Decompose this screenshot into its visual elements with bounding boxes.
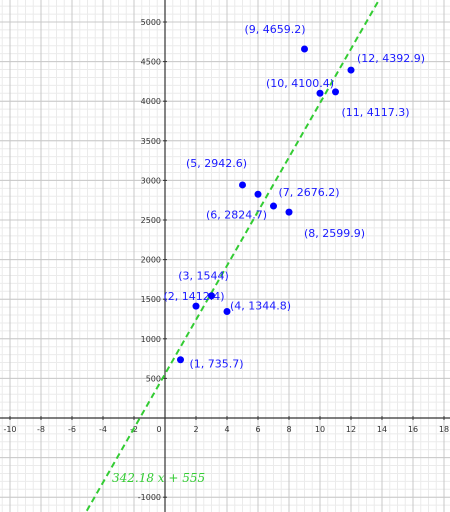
point-label: (1, 735.7) [190, 358, 244, 371]
x-tick-label: 2 [193, 425, 198, 434]
point-label: (12, 4392.9) [357, 52, 425, 65]
x-tick-label: 6 [255, 425, 260, 434]
y-tick-label: 2000 [141, 256, 161, 265]
data-point [239, 181, 246, 189]
point-label: (11, 4117.3) [342, 106, 410, 119]
point-label: (5, 2942.6) [186, 157, 247, 170]
data-point [208, 292, 215, 300]
x-tick-label: -6 [68, 425, 76, 434]
point-label: (3, 1544) [178, 270, 229, 283]
x-tick-label: -8 [37, 425, 45, 434]
x-tick-label: 0 [156, 425, 161, 434]
y-tick-label: -1000 [138, 493, 161, 502]
x-tick-label: 4 [224, 425, 229, 434]
data-point [254, 190, 262, 198]
data-point [270, 202, 277, 210]
data-point [192, 302, 200, 310]
y-tick-label: 5000 [141, 18, 161, 27]
x-tick-label: 18 [439, 425, 449, 434]
y-tick-label: 2500 [141, 216, 161, 225]
y-tick-label: 3000 [141, 176, 161, 185]
point-labels: (1, 735.7) (2, 1412.4) (3, 1544) (4, 1344.8… [163, 23, 425, 371]
data-point [177, 356, 184, 364]
x-tick-label: 8 [286, 425, 291, 434]
data-points [177, 45, 355, 364]
y-tick-label: 3500 [141, 137, 161, 146]
x-tick-label: 14 [377, 425, 387, 434]
data-point [347, 66, 355, 74]
point-label: (4, 1344.8) [230, 299, 291, 312]
data-point [285, 208, 293, 216]
y-tick-label: 4500 [141, 58, 161, 67]
data-point [223, 307, 231, 315]
y-tick-label: 1000 [141, 335, 161, 344]
x-tick-label: 12 [346, 425, 356, 434]
y-tick-label: 4000 [141, 97, 161, 106]
trendline-equation: 342.18 x + 555 [112, 471, 205, 485]
trendline-group: 342.18 x + 555 [84, 0, 381, 512]
x-tick-label: 16 [408, 425, 418, 434]
x-tick-label: -10 [3, 425, 16, 434]
point-label: (7, 2676.2) [279, 186, 340, 199]
point-label: (9, 4659.2) [245, 23, 306, 36]
y-tick-label: 1500 [141, 295, 161, 304]
data-point [316, 89, 324, 97]
data-point [301, 45, 308, 53]
data-point [332, 88, 339, 96]
point-label: (2, 1412.4) [163, 290, 224, 303]
point-label: (6, 2824.7) [206, 208, 267, 221]
y-tick-label: 500 [146, 374, 161, 383]
x-tick-label: 10 [315, 425, 325, 434]
point-label: (8, 2599.9) [304, 227, 365, 240]
x-tick-label: -4 [99, 425, 107, 434]
point-label: (10, 4100.4) [266, 77, 334, 90]
